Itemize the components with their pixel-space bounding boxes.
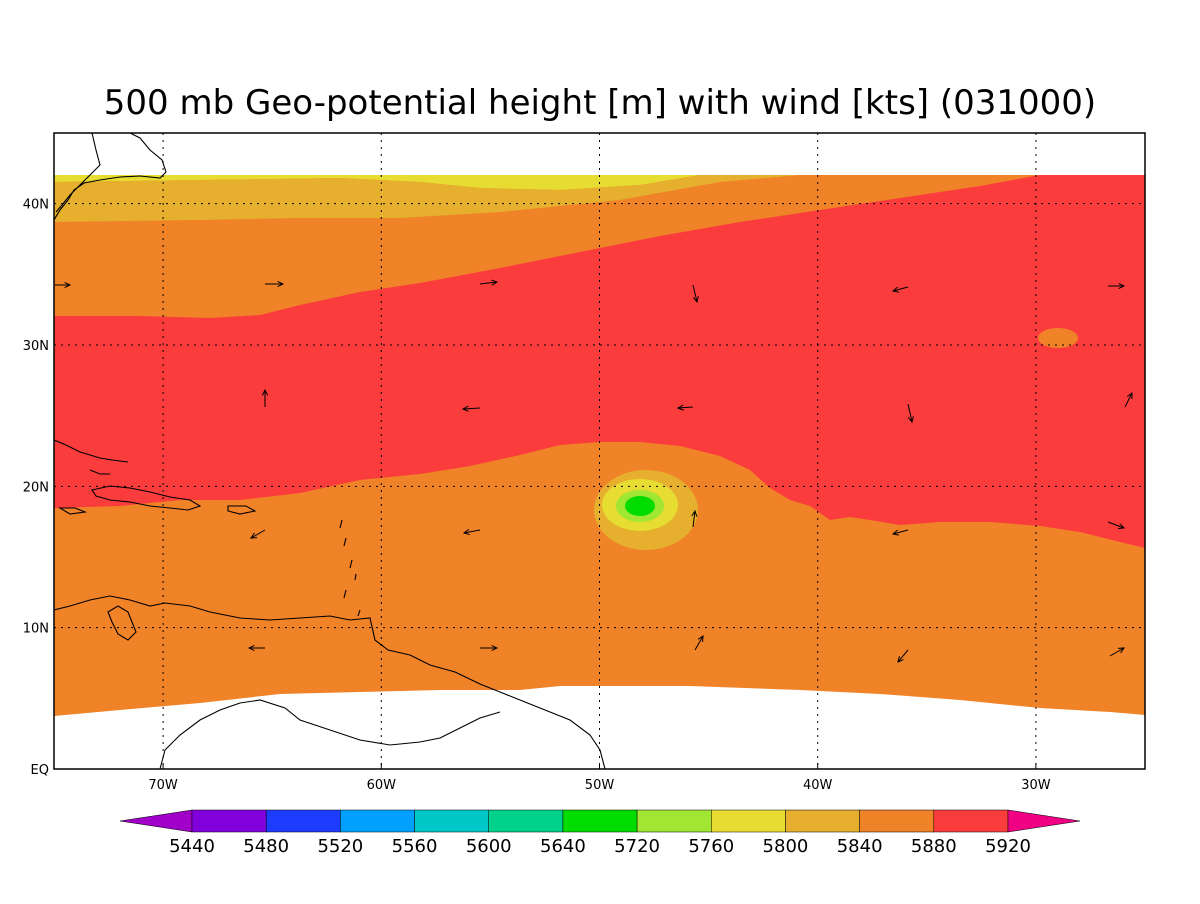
coast-lesser-antilles xyxy=(339,519,361,617)
wind-arrow xyxy=(692,284,699,304)
coast-puerto-rico xyxy=(227,505,257,515)
colorbar-label: 5440 xyxy=(169,836,215,857)
wind-arrow xyxy=(891,286,909,293)
wind-arrow xyxy=(461,405,481,412)
colorbar-high-triangle xyxy=(1007,809,1081,833)
coastlines xyxy=(54,133,606,769)
colorbar-label: 5560 xyxy=(392,836,438,857)
colorbar-label: 5840 xyxy=(837,836,883,857)
wind-arrow xyxy=(462,529,481,536)
wind-arrow xyxy=(265,280,285,288)
colorbar-label: 5760 xyxy=(688,836,734,857)
colorbar-label: 5600 xyxy=(466,836,512,857)
y-tick-label: 30N xyxy=(23,339,49,354)
x-tick-label: 30W xyxy=(1021,778,1051,793)
map-grid xyxy=(54,133,1145,769)
coast-north-america xyxy=(54,133,167,221)
wind-arrow xyxy=(247,644,265,652)
axis-labels: 70W 60W 50W 40W 30W EQ 10N 20N 30N 40N xyxy=(23,198,1051,793)
wind-arrow xyxy=(897,649,909,663)
colorbar-segment xyxy=(933,809,1009,833)
colorbar-label: 5800 xyxy=(763,836,809,857)
coast-south-america xyxy=(54,595,606,769)
colorbar-segment xyxy=(340,809,415,833)
x-tick-label: 50W xyxy=(585,778,615,793)
colorbar-label: 5520 xyxy=(317,836,363,857)
wind-arrow xyxy=(1109,647,1125,657)
wind-arrow xyxy=(250,529,266,539)
contour-5800-fill xyxy=(54,175,700,190)
colorbar-segment xyxy=(562,809,638,833)
colorbar-label: 5640 xyxy=(540,836,586,857)
wind-vectors xyxy=(55,279,1133,663)
colorbar-low-triangle xyxy=(119,809,193,833)
x-tick-label: 60W xyxy=(367,778,397,793)
wind-arrow xyxy=(479,279,499,286)
colorbar: 5440 5480 5520 5560 5600 5640 5720 5760 5800 5840… xyxy=(119,809,1081,857)
colorbar-segment xyxy=(859,809,935,833)
colorbar-segment xyxy=(414,809,489,833)
contour-5720-ring xyxy=(625,496,655,516)
y-tick-label: 10N xyxy=(23,622,49,637)
colorbar-segment xyxy=(265,809,341,833)
wind-arrow xyxy=(891,529,909,536)
colorbar-label: 5480 xyxy=(243,836,289,857)
wind-arrow xyxy=(480,644,499,652)
wind-arrow xyxy=(907,403,914,424)
wind-arrow xyxy=(691,509,698,528)
wind-arrow xyxy=(1124,391,1133,408)
wind-arrow xyxy=(694,635,704,651)
colorbar-label: 5920 xyxy=(985,836,1031,857)
colorbar-label: 5880 xyxy=(911,836,957,857)
colorbar-segment xyxy=(711,809,786,833)
wind-arrow xyxy=(1108,282,1126,290)
colorbar-segment xyxy=(636,809,712,833)
colorbar-segment xyxy=(191,809,267,833)
x-tick-label: 40W xyxy=(803,778,833,793)
contour-5880-blob xyxy=(1038,328,1078,348)
y-tick-label: 40N xyxy=(23,198,49,213)
contour-5840-fill xyxy=(54,175,800,222)
wind-arrow xyxy=(1107,521,1126,530)
y-tick-label: EQ xyxy=(31,763,49,778)
coast-cuba xyxy=(54,439,129,475)
colorbar-label: 5720 xyxy=(614,836,660,857)
wind-arrow xyxy=(676,404,694,411)
coast-jamaica xyxy=(58,507,88,515)
coast-venezuela-lake xyxy=(107,605,137,641)
contour-5920-fill xyxy=(54,175,1145,548)
height-field xyxy=(54,133,1145,769)
wind-arrow xyxy=(261,388,269,407)
colorbar-segment xyxy=(785,809,860,833)
x-tick-label: 70W xyxy=(148,778,178,793)
y-tick-label: 20N xyxy=(23,480,49,495)
colorbar-segment xyxy=(488,809,564,833)
wind-arrow xyxy=(55,281,72,289)
map-title: 500 mb Geo-potential height [m] with win… xyxy=(104,83,1096,123)
coast-hispaniola xyxy=(91,485,202,511)
